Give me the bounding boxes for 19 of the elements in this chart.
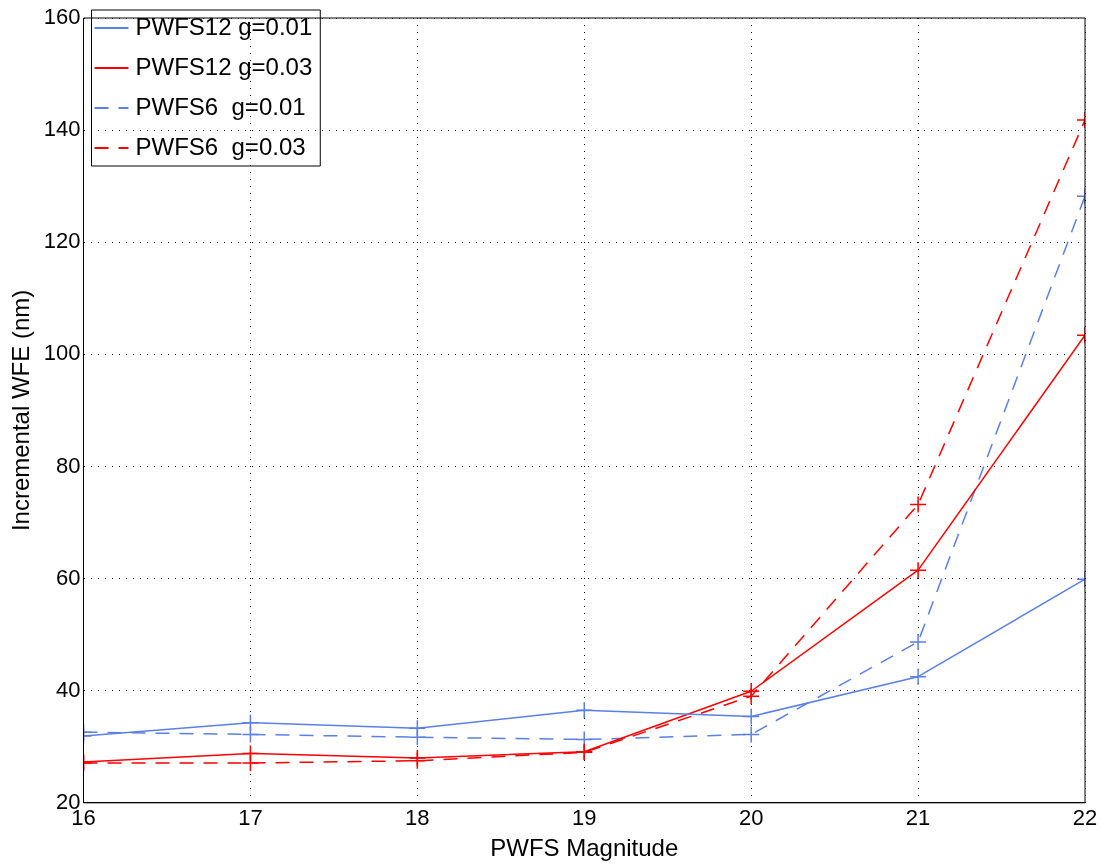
legend-label: PWFS12 g=0.01 [135,12,313,40]
legend-label: PWFS6 g=0.03 [135,132,306,160]
y-tick-label: 60 [56,564,81,590]
y-tick-label: 80 [56,452,81,478]
y-tick-label: 160 [43,4,81,30]
x-tick-label: 21 [905,805,931,831]
y-tick-label: 120 [43,228,81,254]
legend-label: PWFS6 g=0.01 [135,92,306,120]
x-tick-label: 22 [1072,805,1098,831]
y-axis-title: Incremental WFE (nm) [7,289,35,532]
legend-label: PWFS12 g=0.03 [135,52,313,80]
x-tick-label: 20 [738,805,764,831]
x-axis-title: PWFS Magnitude [490,834,679,862]
x-tick-label: 18 [405,805,430,831]
y-tick-label: 140 [43,116,81,142]
x-tick-label: 19 [572,805,597,831]
x-tick-label: 17 [238,805,263,831]
y-tick-label: 40 [56,676,81,702]
y-tick-label: 100 [43,340,81,366]
